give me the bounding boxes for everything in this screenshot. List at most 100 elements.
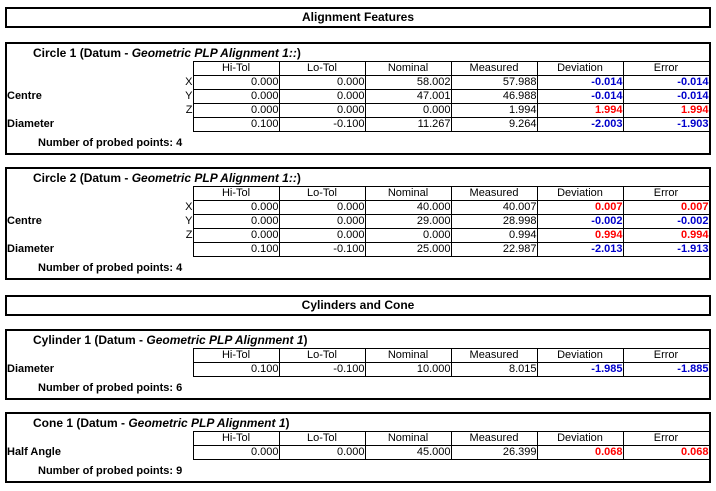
row-label — [7, 76, 138, 90]
cell-nominal: 10.000 — [364, 362, 452, 377]
column-header-deviation: Deviation — [536, 348, 624, 363]
axis-label — [138, 363, 193, 377]
axis-label — [138, 446, 193, 460]
cell-deviation: 0.994 — [536, 228, 624, 243]
datum-name: Geometric PLP Alignment 1 — [128, 416, 286, 430]
column-header-lo-tol: Lo-Tol — [278, 186, 366, 201]
column-header-measured: Measured — [450, 348, 538, 363]
column-header-nominal: Nominal — [364, 431, 452, 446]
cell-measured: 40.007 — [450, 200, 538, 215]
section-title: Circle 1 (Datum - Geometric PLP Alignmen… — [7, 44, 709, 61]
header-row: Hi-Tol Lo-Tol Nominal Measured Deviation… — [7, 431, 710, 446]
cell-error: -1.913 — [622, 242, 710, 257]
column-header-hi-tol: Hi-Tol — [192, 186, 280, 201]
cell-hi-tol: 0.000 — [192, 103, 280, 118]
cell-nominal: 58.002 — [364, 75, 452, 90]
cell-hi-tol: 0.100 — [192, 362, 280, 377]
cell-measured: 28.998 — [450, 214, 538, 229]
column-header-deviation: Deviation — [536, 186, 624, 201]
row-label: Diameter — [7, 243, 55, 255]
cell-error: -0.014 — [622, 89, 710, 104]
table-row-y: Centre Y 0.000 0.000 47.001 46.988 -0.01… — [7, 89, 710, 104]
column-header-nominal: Nominal — [364, 61, 452, 76]
column-header-nominal: Nominal — [364, 186, 452, 201]
spacer — [7, 349, 138, 363]
cell-lo-tol: 0.000 — [278, 228, 366, 243]
spacer — [138, 62, 193, 76]
table-row-diameter: Diameter 0.100 -0.100 25.000 22.987 -2.0… — [7, 242, 710, 257]
cell-hi-tol: 0.000 — [192, 445, 280, 460]
cell-error: 1.994 — [622, 103, 710, 118]
section-cone-1: Cone 1 (Datum - Geometric PLP Alignment … — [5, 412, 711, 483]
cell-nominal: 45.000 — [364, 445, 452, 460]
column-header-error: Error — [622, 61, 710, 76]
column-header-nominal: Nominal — [364, 348, 452, 363]
row-label: Half Angle — [7, 446, 61, 458]
cell-measured: 22.987 — [450, 242, 538, 257]
column-header-measured: Measured — [450, 431, 538, 446]
datum-name: Geometric PLP Alignment 1 — [146, 333, 304, 347]
column-header-hi-tol: Hi-Tol — [192, 348, 280, 363]
cell-error: -1.903 — [622, 117, 710, 132]
axis-label — [138, 118, 193, 132]
section-title-prefix: Circle 1 (Datum - — [33, 46, 132, 60]
cell-hi-tol: 0.000 — [192, 75, 280, 90]
cell-deviation: 0.068 — [536, 445, 624, 460]
row-label — [7, 201, 138, 215]
datum-name: Geometric PLP Alignment 1:: — [131, 46, 297, 60]
cell-lo-tol: 0.000 — [278, 445, 366, 460]
cell-measured: 57.988 — [450, 75, 538, 90]
cell-measured: 26.399 — [450, 445, 538, 460]
cell-lo-tol: 0.000 — [278, 214, 366, 229]
cell-deviation: -0.014 — [536, 89, 624, 104]
results-table: Hi-Tol Lo-Tol Nominal Measured Deviation… — [7, 61, 710, 132]
table-row-half-angle: Half Angle 0.000 0.000 45.000 26.399 0.0… — [7, 445, 710, 460]
header-row: Hi-Tol Lo-Tol Nominal Measured Deviation… — [7, 348, 710, 363]
section-circle-1: Circle 1 (Datum - Geometric PLP Alignmen… — [5, 42, 711, 155]
results-table: Hi-Tol Lo-Tol Nominal Measured Deviation… — [7, 186, 710, 257]
cell-lo-tol: -0.100 — [278, 117, 366, 132]
column-header-deviation: Deviation — [536, 431, 624, 446]
cell-hi-tol: 0.000 — [192, 214, 280, 229]
axis-label: Y — [185, 215, 193, 227]
cell-nominal: 25.000 — [364, 242, 452, 257]
cell-deviation: 0.007 — [536, 200, 624, 215]
cell-nominal: 29.000 — [364, 214, 452, 229]
spacer — [138, 432, 193, 446]
section-circle-2: Circle 2 (Datum - Geometric PLP Alignmen… — [5, 167, 711, 280]
cell-deviation: -1.985 — [536, 362, 624, 377]
column-header-deviation: Deviation — [536, 61, 624, 76]
axis-label: Z — [185, 104, 193, 116]
cell-lo-tol: -0.100 — [278, 242, 366, 257]
cell-lo-tol: -0.100 — [278, 362, 366, 377]
banner-label: Alignment Features — [301, 10, 415, 24]
table-row-x: X 0.000 0.000 58.002 57.988 -0.014 -0.01… — [7, 75, 710, 90]
cell-deviation: -0.014 — [536, 75, 624, 90]
row-label: Centre — [7, 215, 42, 227]
cell-lo-tol: 0.000 — [278, 200, 366, 215]
axis-label: X — [185, 76, 193, 88]
results-table: Hi-Tol Lo-Tol Nominal Measured Deviation… — [7, 431, 710, 460]
column-header-error: Error — [622, 348, 710, 363]
cell-nominal: 11.267 — [364, 117, 452, 132]
cell-measured: 9.264 — [450, 117, 538, 132]
spacer — [138, 349, 193, 363]
cell-lo-tol: 0.000 — [278, 103, 366, 118]
section-title-prefix: Cone 1 (Datum - — [33, 416, 129, 430]
table-row-diameter: Diameter 0.100 -0.100 10.000 8.015 -1.98… — [7, 362, 710, 377]
cell-nominal: 0.000 — [364, 228, 452, 243]
section-title-prefix: Circle 2 (Datum - — [33, 171, 132, 185]
cell-deviation: -2.013 — [536, 242, 624, 257]
axis-label: Y — [185, 90, 193, 102]
section-title-prefix: Cylinder 1 (Datum - — [33, 333, 147, 347]
spacer — [7, 187, 138, 201]
column-header-error: Error — [622, 431, 710, 446]
cell-measured: 1.994 — [450, 103, 538, 118]
column-header-measured: Measured — [450, 61, 538, 76]
cell-deviation: 1.994 — [536, 103, 624, 118]
cell-hi-tol: 0.000 — [192, 89, 280, 104]
section-title-suffix: ) — [296, 171, 301, 185]
axis-label — [138, 243, 193, 257]
probed-points: Number of probed points: 6 — [38, 382, 183, 394]
